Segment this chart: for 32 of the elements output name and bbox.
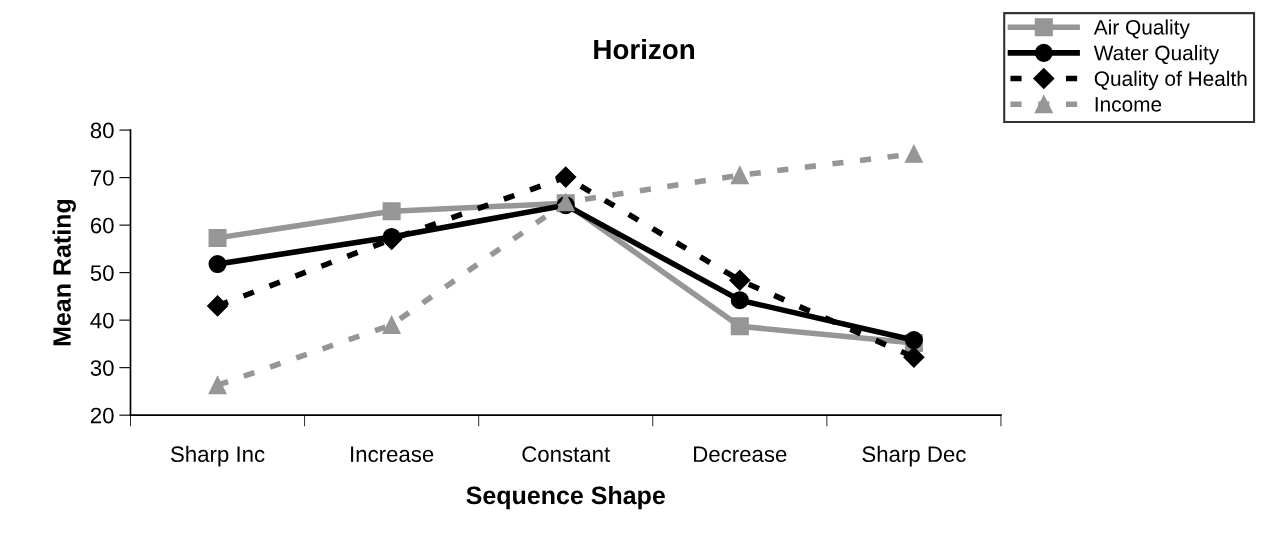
point	[730, 317, 749, 336]
point	[208, 376, 227, 395]
y-tick-label: 40	[90, 312, 114, 329]
legend-label: Quality of Health	[1094, 70, 1247, 91]
point	[729, 269, 751, 291]
point	[730, 166, 749, 185]
y-tick-label: 50	[90, 265, 114, 281]
legend-label: Income	[1095, 97, 1162, 112]
x-tick-label: Sharp Inc	[171, 445, 265, 467]
point	[382, 315, 401, 334]
point	[730, 291, 749, 310]
y-tick-label: 20	[90, 407, 114, 424]
y-axis-title: Mean Rating	[52, 199, 76, 346]
point	[208, 228, 227, 247]
point	[903, 346, 925, 368]
x-tick-label: Constant	[522, 446, 611, 463]
x-tick-label: Decrease	[694, 446, 787, 463]
legend-label: Water Quality	[1093, 45, 1220, 65]
legend-label: Air Quality	[1093, 19, 1190, 39]
y-tick-label: 30	[90, 360, 114, 376]
y-tick-label: 70	[90, 170, 114, 186]
x-tick-label: Sharp Dec	[862, 445, 966, 467]
point	[555, 166, 577, 188]
y-tick-label: 80	[90, 122, 114, 139]
point	[208, 255, 227, 274]
point	[382, 202, 401, 221]
y-tick-label: 60	[90, 217, 114, 234]
x-axis-title: Sequence Shape	[466, 485, 665, 510]
x-tick-label: Increase	[351, 446, 434, 463]
point	[207, 295, 229, 317]
chart-title: Horizon	[594, 38, 695, 60]
point	[904, 144, 923, 163]
